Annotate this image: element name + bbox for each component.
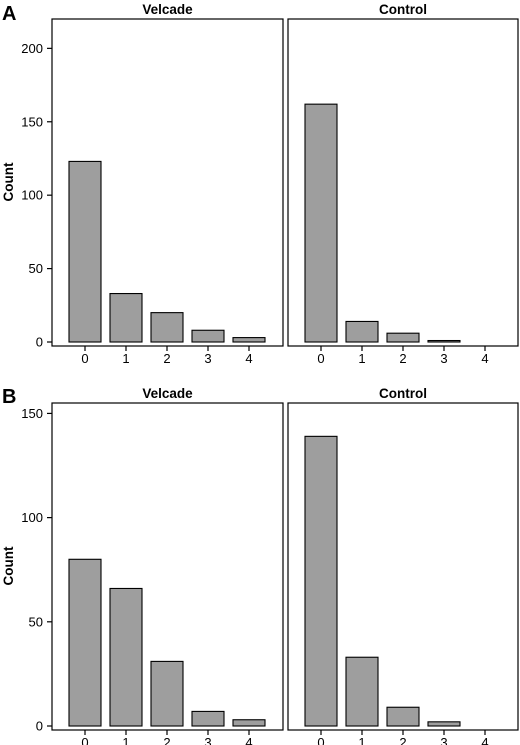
panel-letter: B bbox=[2, 386, 16, 408]
bar-velcade-1 bbox=[109, 292, 143, 343]
facet-title: Velcade bbox=[142, 386, 193, 401]
y-tick-label: 150 bbox=[21, 406, 43, 421]
bar-control-0 bbox=[304, 103, 338, 343]
x-tick-label: 3 bbox=[204, 351, 211, 366]
bar-velcade-3 bbox=[191, 710, 225, 727]
bar-control-2 bbox=[386, 332, 420, 343]
x-tick-label: 1 bbox=[122, 735, 129, 745]
x-tick-label: 1 bbox=[122, 351, 129, 366]
x-tick-label: 4 bbox=[245, 735, 252, 745]
x-tick-label: 0 bbox=[81, 735, 88, 745]
x-tick-label: 4 bbox=[481, 735, 488, 745]
bar-control-3 bbox=[427, 339, 461, 343]
chart-b: B Count 0 50 100 150 Velcade 0 1 2 3 4 Control 0 1 2 3 4 bbox=[1, 386, 519, 745]
x-tick-label: 4 bbox=[245, 351, 252, 366]
facet-control: Control 0 1 2 3 4 bbox=[287, 386, 519, 745]
y-axis-label: Count bbox=[1, 546, 16, 585]
y-tick-label: 0 bbox=[36, 719, 43, 734]
y-tick-label: 0 bbox=[36, 335, 43, 350]
x-tick-label: 0 bbox=[317, 351, 324, 366]
x-tick-label: 0 bbox=[81, 351, 88, 366]
bar-velcade-4 bbox=[232, 719, 266, 727]
facet-title: Control bbox=[379, 386, 427, 401]
facet-control: Control 0 1 2 3 4 bbox=[287, 2, 519, 366]
x-tick-label: 2 bbox=[399, 735, 406, 745]
bar-velcade-2 bbox=[150, 660, 184, 727]
y-tick-label: 200 bbox=[21, 41, 43, 56]
chart-a: A Count 0 50 100 150 200 Velcade 0 1 2 3 4 Control 0 1 2… bbox=[1, 2, 519, 366]
bar-velcade-0 bbox=[68, 160, 102, 343]
bar-control-0 bbox=[304, 435, 338, 727]
bar-velcade-2 bbox=[150, 312, 184, 343]
y-tick-label: 150 bbox=[21, 114, 43, 129]
bar-control-1 bbox=[345, 656, 379, 727]
x-tick-label: 3 bbox=[440, 735, 447, 745]
bar-velcade-3 bbox=[191, 329, 225, 343]
y-tick-label: 100 bbox=[21, 188, 43, 203]
facet-velcade: Velcade 0 1 2 3 4 bbox=[51, 386, 284, 745]
facet-title: Velcade bbox=[142, 2, 193, 17]
x-tick-label: 2 bbox=[399, 351, 406, 366]
y-tick-label: 50 bbox=[29, 614, 43, 629]
bar-control-3 bbox=[427, 721, 461, 727]
facet-title: Control bbox=[379, 2, 427, 17]
x-tick-label: 0 bbox=[317, 735, 324, 745]
x-tick-label: 2 bbox=[163, 735, 170, 745]
y-tick-label: 100 bbox=[21, 510, 43, 525]
x-tick-label: 1 bbox=[358, 351, 365, 366]
x-tick-label: 4 bbox=[481, 351, 488, 366]
x-tick-label: 2 bbox=[163, 351, 170, 366]
bar-velcade-0 bbox=[68, 558, 102, 727]
y-tick-label: 50 bbox=[29, 261, 43, 276]
bar-velcade-1 bbox=[109, 587, 143, 727]
x-tick-label: 3 bbox=[204, 735, 211, 745]
x-tick-label: 1 bbox=[358, 735, 365, 745]
panel-letter: A bbox=[2, 3, 16, 25]
facet-velcade: Velcade 0 1 2 3 4 bbox=[51, 2, 284, 366]
bar-velcade-4 bbox=[232, 337, 266, 343]
bar-control-2 bbox=[386, 706, 420, 727]
x-tick-label: 3 bbox=[440, 351, 447, 366]
bar-control-1 bbox=[345, 320, 379, 343]
y-axis-label: Count bbox=[1, 162, 16, 201]
